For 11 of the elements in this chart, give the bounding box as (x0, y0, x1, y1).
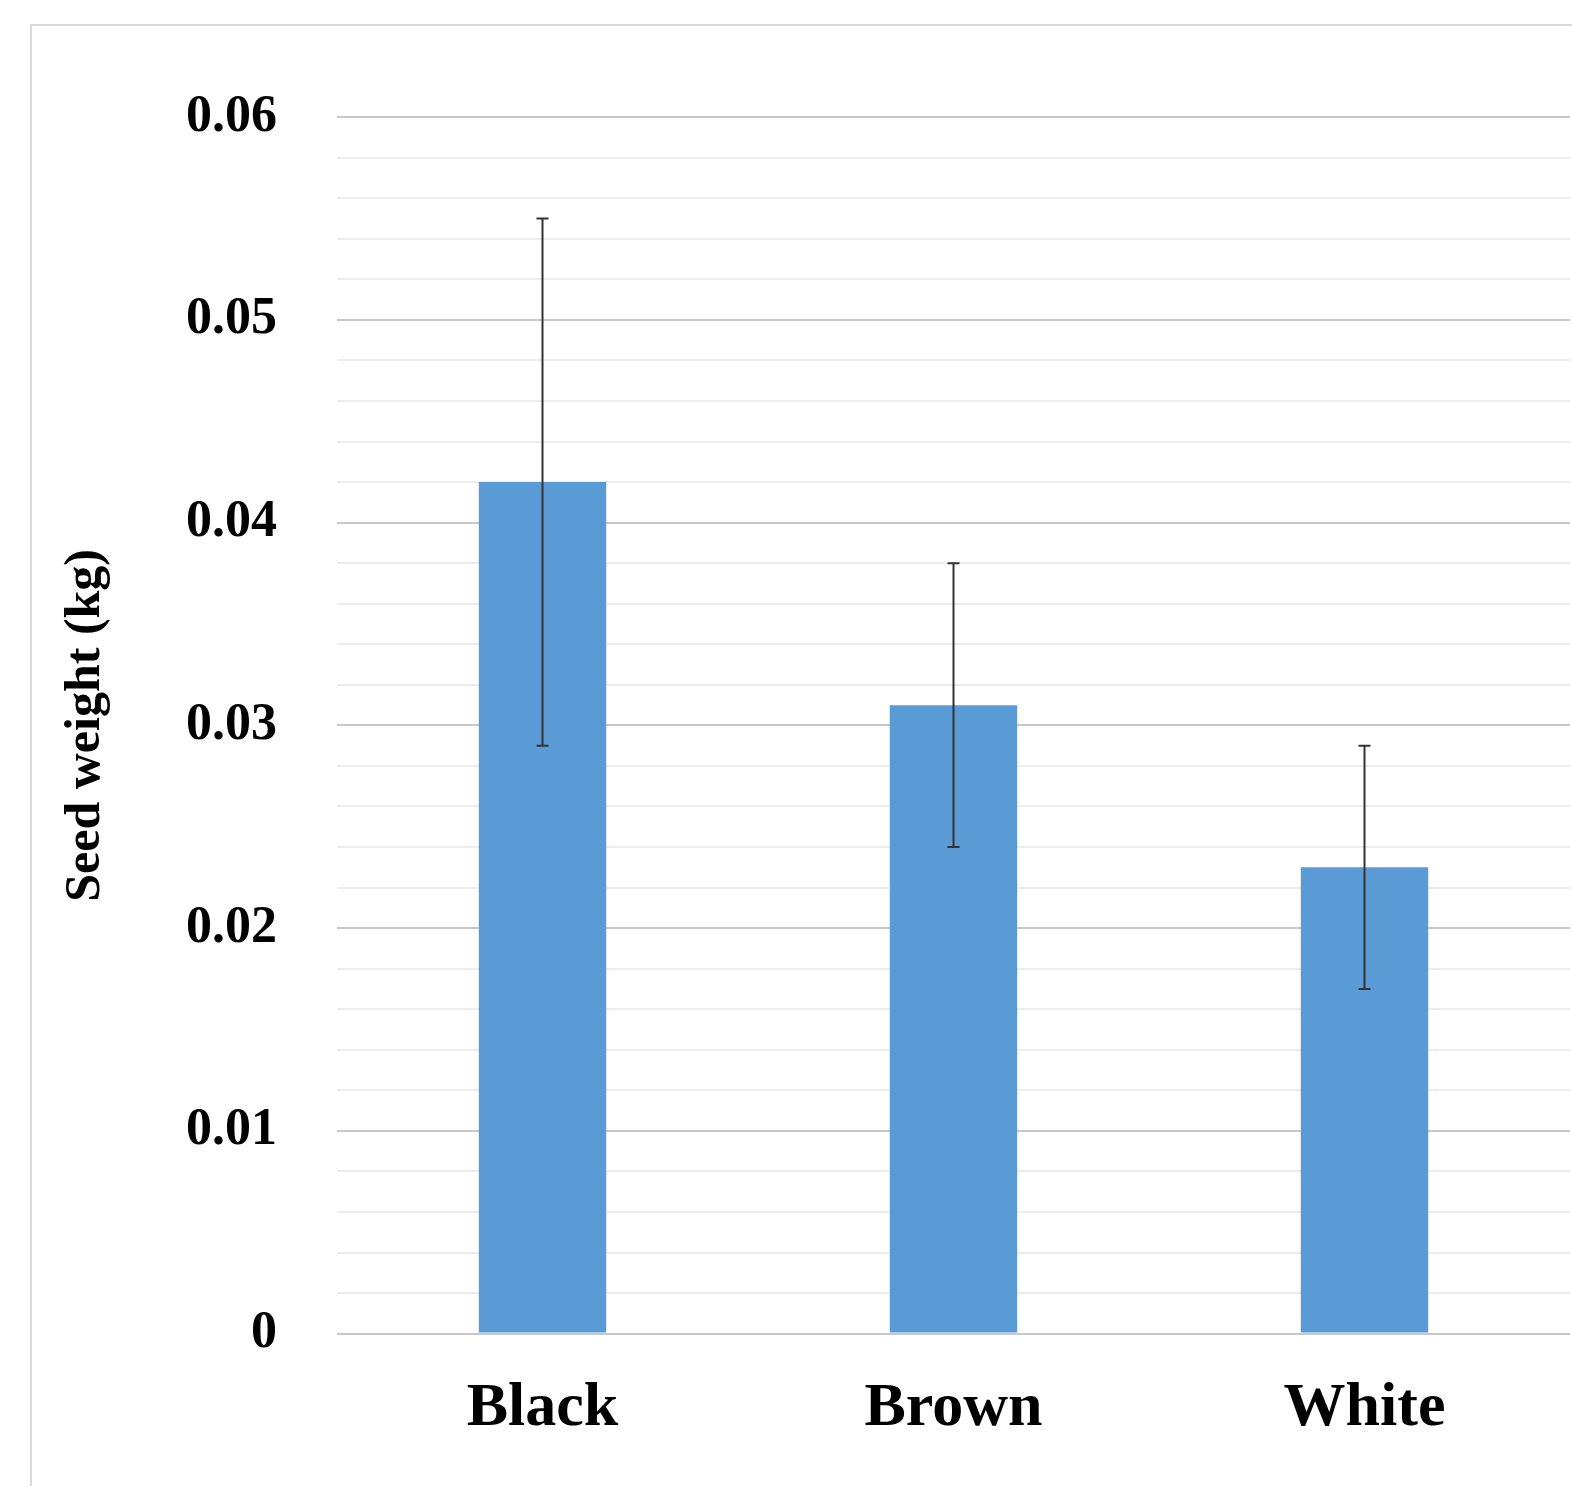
y-tick-label: 0 (251, 1301, 277, 1359)
x-tick-label: Black (466, 1369, 619, 1438)
y-tick-label: 0.05 (186, 287, 277, 345)
y-tick-label: 0.03 (186, 692, 277, 750)
x-tick-label: White (1283, 1369, 1446, 1438)
y-axis-title: Seed weight (kg) (53, 549, 110, 902)
x-tick-label: Brown (864, 1369, 1043, 1438)
y-tick-label: 0.04 (186, 490, 277, 548)
y-tick-label: 0.02 (186, 895, 277, 953)
y-tick-label: 0.01 (186, 1098, 277, 1156)
y-tick-label: 0.06 (186, 84, 277, 142)
